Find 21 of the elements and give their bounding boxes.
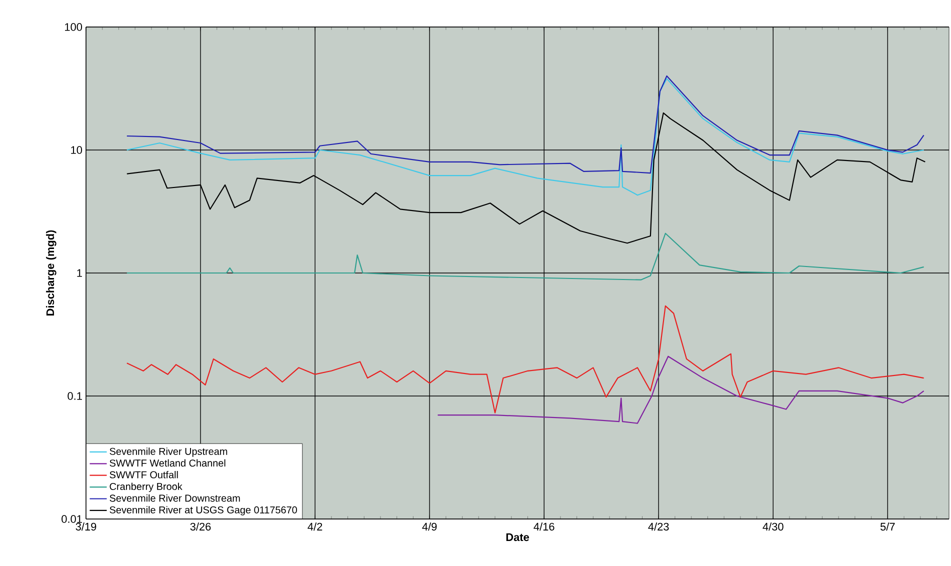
legend-label: SWWTF Wetland Channel [110, 459, 226, 467]
x-tick-label: 4/23 [648, 522, 669, 531]
x-tick-label: 3/19 [76, 522, 96, 531]
y-tick-label: 1 [77, 269, 82, 277]
y-tick-label: 0.01 [62, 515, 82, 523]
x-tick-label: 4/2 [308, 522, 322, 531]
legend-label: SWWTF Outfall [110, 471, 178, 478]
x-tick-label: 4/30 [762, 522, 784, 531]
legend-label: Sevenmile River at USGS Gage 01175670 [110, 506, 297, 516]
legend-label: Sevenmile River Upstream [110, 448, 228, 457]
y-axis-title: Discharge (mgd) [46, 230, 56, 316]
y-tick-label: 100 [65, 23, 82, 31]
y-tick-label: 0.1 [68, 392, 82, 400]
x-tick-label: 4/16 [534, 522, 554, 531]
legend-label: Cranberry Brook [110, 482, 182, 492]
x-tick-label: 3/26 [190, 522, 211, 531]
x-tick-label: 4/9 [422, 522, 437, 531]
x-tick-label: 5/7 [880, 522, 895, 531]
legend-label: Sevenmile River Downstream [110, 494, 240, 502]
x-axis-title: Date [506, 533, 530, 542]
y-tick-label: 10 [71, 146, 82, 154]
